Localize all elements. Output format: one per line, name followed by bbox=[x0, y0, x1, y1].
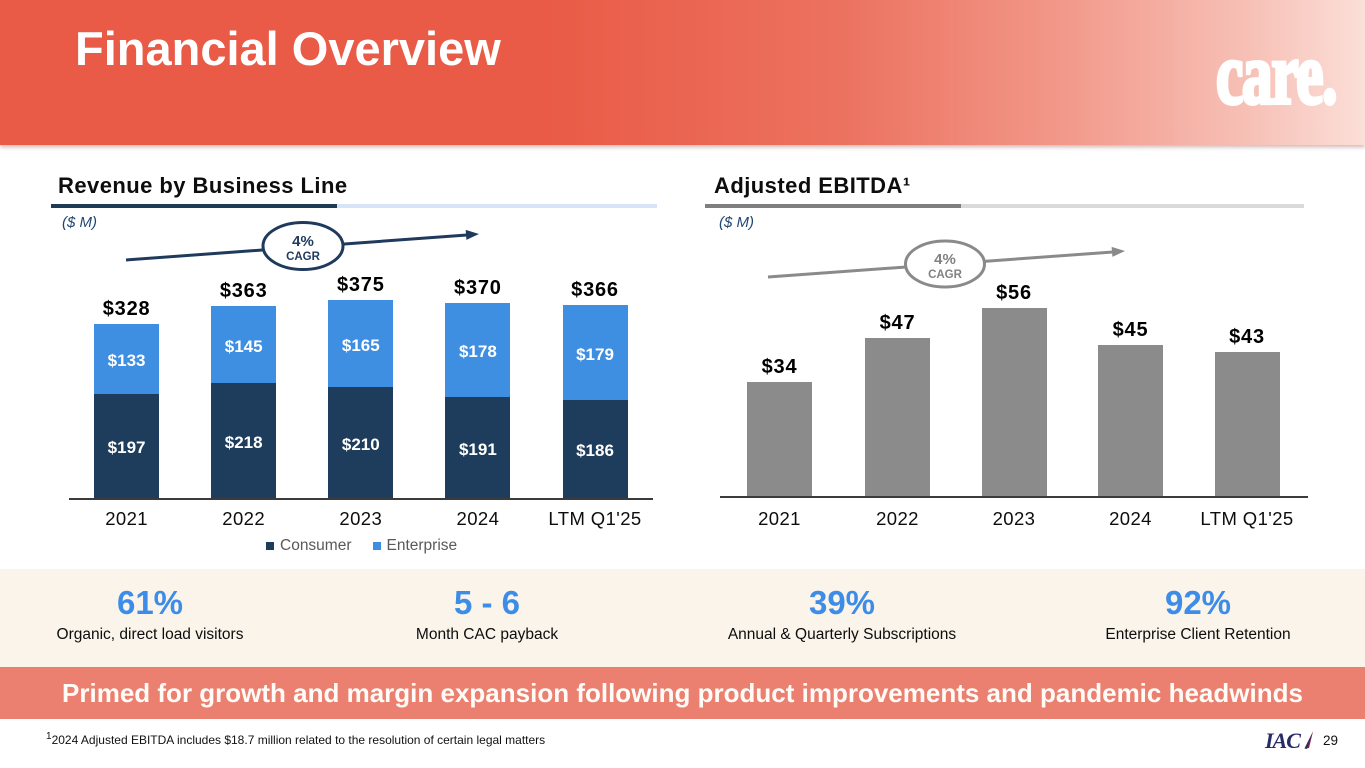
svg-text:care.: care. bbox=[1216, 30, 1336, 123]
svg-text:IAC: IAC bbox=[1264, 728, 1301, 753]
svg-text:4%: 4% bbox=[934, 251, 956, 268]
svg-text:CAGR: CAGR bbox=[286, 251, 321, 263]
svg-text:CAGR: CAGR bbox=[928, 269, 963, 281]
svg-text:4%: 4% bbox=[292, 233, 314, 250]
